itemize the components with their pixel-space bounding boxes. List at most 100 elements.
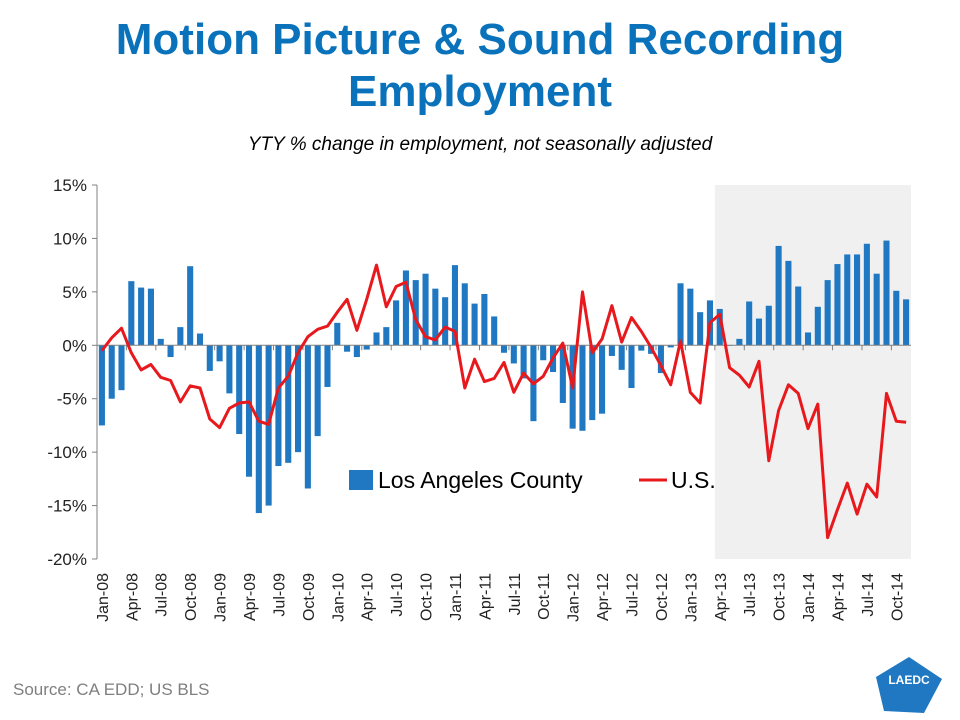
source-note: Source: CA EDD; US BLS (13, 680, 210, 699)
la-county-bar (775, 245, 782, 346)
chart-title-line2: Employment (347, 67, 613, 116)
la-county-bar (226, 345, 233, 394)
la-county-bar (167, 345, 174, 358)
x-tick-label: Oct-12 (654, 573, 671, 621)
la-county-bar (804, 332, 812, 346)
la-county-bar (746, 301, 753, 346)
la-county-bar (196, 333, 204, 346)
la-county-bar (765, 305, 772, 346)
x-tick-label: Jan-13 (683, 573, 700, 622)
la-county-bar (755, 318, 763, 346)
la-county-bar (520, 345, 527, 379)
x-tick-label: Jul-13 (742, 573, 759, 617)
x-tick-label: Jul-09 (271, 573, 288, 617)
chart-title-line1: Motion Picture & Sound Recording (115, 15, 845, 64)
x-tick-label: Jul-12 (624, 573, 641, 617)
la-county-bar (157, 338, 164, 346)
la-county-bar (187, 266, 194, 346)
y-tick-label: 0% (62, 336, 87, 355)
x-tick-label: Jan-10 (330, 573, 347, 622)
la-county-bar (461, 283, 468, 346)
la-county-bar (275, 345, 282, 467)
la-county-bar (216, 345, 223, 362)
la-county-bar (304, 345, 311, 489)
legend-swatch-la-county (349, 470, 373, 490)
x-tick-label: Jul-08 (154, 573, 171, 617)
la-county-bar (491, 316, 498, 346)
la-county-bar (893, 290, 900, 346)
la-county-bar (667, 345, 674, 348)
la-county-bar (314, 345, 321, 437)
la-county-bar (471, 303, 478, 346)
la-county-bar (432, 288, 439, 346)
la-county-bar (383, 327, 390, 346)
la-county-bar (128, 281, 135, 346)
x-tick-label: Oct-08 (183, 573, 200, 621)
la-county-bar (344, 345, 351, 352)
la-county-bar (295, 345, 302, 453)
la-county-bar (412, 280, 419, 346)
la-county-bar (451, 265, 459, 346)
laedc-logo-text: LAEDC (888, 673, 930, 687)
la-county-bar (373, 332, 380, 346)
x-tick-label: Jan-12 (566, 573, 583, 622)
x-tick-label: Apr-12 (595, 573, 612, 621)
la-county-bar (628, 345, 635, 389)
x-tick-label: Oct-11 (536, 573, 553, 620)
la-county-bar (353, 345, 360, 358)
la-county-bar (363, 345, 370, 350)
x-tick-label: Jul-14 (860, 573, 877, 617)
legend-label-la-county: Los Angeles County (378, 467, 583, 493)
y-tick-label: 15% (53, 176, 87, 195)
la-county-bar (903, 299, 910, 346)
x-tick-label: Jan-09 (213, 573, 230, 622)
chart-subtitle: YTY % change in employment, not seasonal… (247, 134, 713, 155)
la-county-bar (638, 345, 645, 351)
shaded-region (714, 185, 911, 559)
la-county-bar (108, 345, 115, 399)
x-tick-label: Apr-10 (360, 573, 377, 621)
x-tick-label: Apr-08 (124, 573, 141, 621)
y-tick-label: 10% (53, 229, 87, 248)
la-county-bar (138, 287, 145, 346)
la-county-bar (599, 345, 606, 414)
la-county-bar (657, 345, 664, 374)
la-county-bar (834, 264, 841, 346)
la-county-bar (785, 260, 792, 346)
x-tick-label: Oct-14 (889, 573, 906, 621)
x-tick-label: Apr-09 (242, 573, 259, 621)
y-tick-label: -20% (47, 550, 87, 569)
la-county-bar (579, 345, 586, 431)
la-county-bar (255, 345, 262, 514)
la-county-bar (334, 322, 341, 346)
la-county-bar (98, 345, 105, 426)
x-tick-label: Apr-14 (830, 573, 847, 621)
x-tick-label: Apr-11 (477, 573, 494, 620)
la-county-bar (422, 273, 429, 346)
la-county-bar (589, 345, 596, 421)
la-county-bar (854, 254, 861, 346)
la-county-bar (393, 300, 400, 346)
y-tick-label: 5% (62, 283, 87, 302)
y-tick-label: -5% (57, 390, 87, 409)
la-county-bar (795, 286, 802, 346)
la-county-bar (873, 273, 880, 346)
y-tick-label: -15% (47, 497, 87, 516)
legend-label-us: U.S. (671, 467, 716, 493)
y-tick-label: -10% (47, 443, 87, 462)
la-county-bar (147, 288, 154, 346)
la-county-bar (236, 345, 243, 434)
la-county-bar (206, 345, 213, 371)
la-county-bar (677, 283, 684, 346)
la-county-bar (285, 345, 292, 463)
la-county-bar (118, 345, 125, 391)
x-tick-label: Jul-10 (389, 573, 406, 617)
x-tick-label: Jan-08 (95, 573, 112, 622)
la-county-bar (687, 288, 694, 346)
la-county-bar (716, 308, 723, 346)
la-county-bar (510, 345, 517, 364)
la-county-bar (697, 312, 704, 346)
la-county-bar (618, 345, 625, 370)
la-county-bar (177, 327, 184, 346)
